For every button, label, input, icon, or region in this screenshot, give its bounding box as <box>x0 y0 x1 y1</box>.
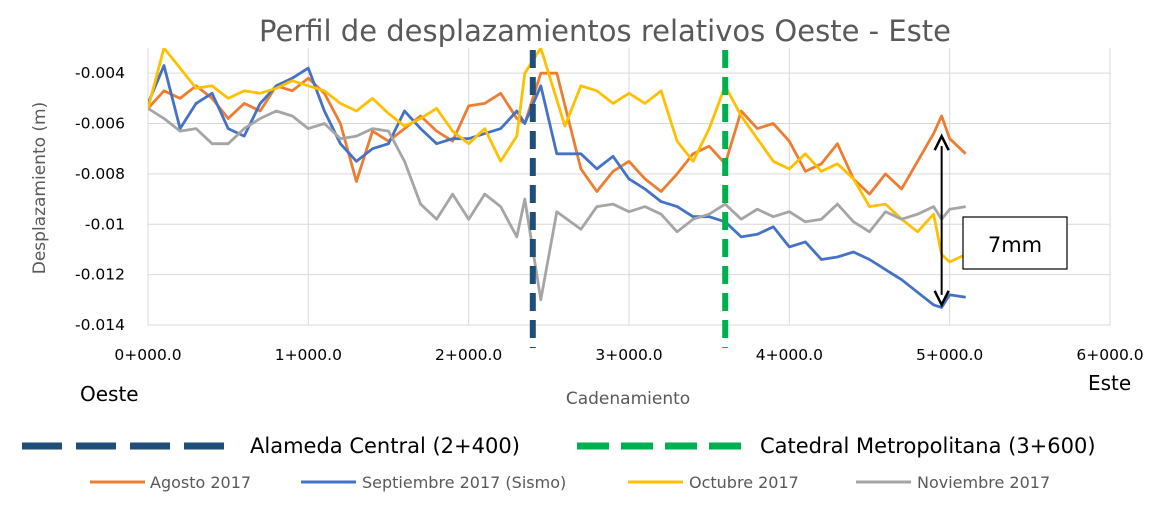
x-tick-label: 6+000.0 <box>1076 346 1143 364</box>
annotation-arrowhead-bottom <box>933 290 950 308</box>
annotation-box <box>962 216 1068 270</box>
x-tick-label: 0+000.0 <box>114 346 181 364</box>
annotation-text: 7mm <box>988 233 1042 257</box>
series-line-2 <box>148 64 966 309</box>
x-tick-label: 3+000.0 <box>595 346 662 364</box>
legend-label-ref-2: Catedral Metropolitana (3+600) <box>760 434 1096 458</box>
x-tick-label: 4+000.0 <box>756 346 823 364</box>
y-tick-label: -0.014 <box>75 316 125 334</box>
annotation: 7mm <box>933 133 1068 308</box>
x-tick-labels: 0+000.0 1+000.0 2+000.0 3+000.0 4+000.0 5+000… <box>114 346 1143 364</box>
legend-label-2: Septiembre 2017 (Sismo) <box>362 473 566 492</box>
legend-label-ref-1: Alameda Central (2+400) <box>250 434 520 458</box>
legend: Alameda Central (2+400) Catedral Metropol… <box>22 434 1096 492</box>
x-tick-label: 5+000.0 <box>916 346 983 364</box>
gridlines <box>147 48 1111 326</box>
legend-label-1: Agosto 2017 <box>150 473 251 492</box>
x-axis-label: Cadenamiento <box>566 389 690 409</box>
x-side-label-right: Este <box>1088 371 1131 395</box>
series-line-4 <box>148 107 966 302</box>
x-side-label-left: Oeste <box>80 382 139 406</box>
y-tick-labels: -0.004 -0.006 -0.008 -0.01 -0.012 -0.014 <box>75 64 125 334</box>
x-tick-label: 2+000.0 <box>435 346 502 364</box>
y-tick-label: -0.012 <box>75 266 125 284</box>
series-line-3 <box>148 48 967 264</box>
legend-label-3: Octubre 2017 <box>689 473 799 492</box>
legend-label-4: Noviembre 2017 <box>917 473 1050 492</box>
y-tick-label: -0.004 <box>75 64 125 82</box>
reference-lines <box>529 50 729 348</box>
series-lines <box>148 48 967 309</box>
chart-title: Perfil de desplazamientos relativos Oest… <box>259 14 951 48</box>
y-tick-label: -0.01 <box>85 215 125 233</box>
y-tick-label: -0.006 <box>75 115 125 133</box>
y-axis-label: Desplazamiento (m) <box>30 102 50 275</box>
x-tick-label: 1+000.0 <box>275 346 342 364</box>
annotation-arrowhead-top <box>933 133 950 151</box>
series-line-1 <box>148 71 967 196</box>
y-tick-label: -0.008 <box>75 165 125 183</box>
